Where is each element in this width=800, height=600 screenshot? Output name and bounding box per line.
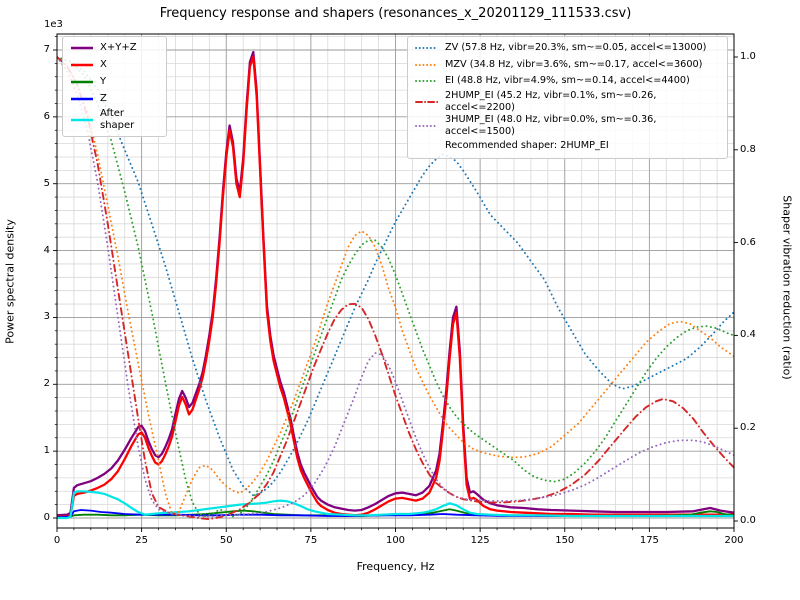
- shaper-curve-ei: [57, 56, 734, 518]
- x-tick-label: 100: [385, 535, 406, 546]
- y-tick-label-left: 0: [43, 512, 50, 523]
- shaper-curve-3hump-ei: [57, 56, 734, 518]
- x-tick-label: 25: [135, 535, 148, 546]
- legend-item-2hump-ei-label: 2HUMP_EI (45.2 Hz, vibr=0.1%, sm~=0.26, …: [445, 89, 657, 113]
- psd-curve-x-y-z: [57, 50, 734, 517]
- legend-item-ei: EI (48.8 Hz, vibr=4.9%, sm~=0.14, accel<…: [415, 73, 720, 90]
- legend-item-x: X: [70, 57, 159, 73]
- y-tick-label-left: 1: [43, 445, 50, 457]
- shaper-curve-zv: [57, 56, 734, 497]
- legend-item-recommended-shaper-label: Recommended shaper: 2HUMP_EI: [445, 139, 609, 151]
- legend-swatch-line: [415, 47, 439, 50]
- legend-swatch-line: [71, 118, 93, 122]
- legend-swatch-line: [415, 80, 439, 83]
- legend-shapers: ZV (57.8 Hz, vibr=20.3%, sm~=0.05, accel…: [407, 36, 728, 159]
- x-tick-label: 150: [555, 535, 575, 546]
- legend-swatch-line: [71, 97, 93, 101]
- legend-item-zv-label: ZV (57.8 Hz, vibr=20.3%, sm~=0.05, accel…: [445, 42, 707, 54]
- legend-item-z: Z: [70, 91, 159, 107]
- legend-item-y-label: Y: [100, 76, 107, 87]
- y-tick-label-left: 6: [43, 110, 50, 122]
- chart-title: Frequency response and shapers (resonanc…: [159, 6, 632, 21]
- legend-item-zv: ZV (57.8 Hz, vibr=20.3%, sm~=0.05, accel…: [415, 40, 720, 57]
- y-tick-label-right: 0.6: [740, 236, 756, 248]
- x-tick-label: 200: [724, 535, 744, 546]
- legend-item-z-label: Z: [100, 93, 107, 104]
- legend-item-2hump-ei: 2HUMP_EI (45.2 Hz, vibr=0.1%, sm~=0.26, …: [415, 90, 720, 114]
- psd-curve-x: [57, 55, 734, 518]
- legend-item-3hump-ei: 3HUMP_EI (48.0 Hz, vibr=0.0%, sm~=0.36, …: [415, 114, 720, 138]
- y-tick-label-right: 0.8: [740, 143, 756, 155]
- legend-item-x-label: X: [100, 59, 107, 70]
- legend-item-mzv: MZV (34.8 Hz, vibr=3.6%, sm~=0.17, accel…: [415, 57, 720, 74]
- legend-swatch-line: [415, 124, 439, 127]
- legend-psd: X+Y+Z X Y Z After shaper: [62, 36, 167, 137]
- y-tick-label-right: 0.0: [740, 515, 756, 526]
- y-tick-label-left: 4: [43, 244, 50, 256]
- x-tick-label: 50: [219, 535, 233, 546]
- y-tick-label-right: 0.4: [740, 329, 756, 341]
- legend-swatch-line: [71, 46, 93, 50]
- x-axis-label: Frequency, Hz: [356, 560, 435, 573]
- shaper-curve-mzv: [57, 56, 734, 516]
- legend-item-after-shaper-label: After shaper: [100, 108, 135, 131]
- x-tick-label: 0: [53, 535, 61, 546]
- y-tick-label-left: 3: [43, 311, 50, 323]
- legend-item-mzv-label: MZV (34.8 Hz, vibr=3.6%, sm~=0.17, accel…: [445, 58, 703, 70]
- legend-swatch-line: [415, 63, 439, 66]
- x-tick-label: 125: [470, 535, 490, 546]
- legend-item-ei-label: EI (48.8 Hz, vibr=4.9%, sm~=0.14, accel<…: [445, 75, 690, 87]
- y-tick-label-left: 5: [43, 177, 50, 189]
- x-tick-label: 75: [304, 535, 318, 546]
- y-tick-label-left: 7: [43, 44, 50, 55]
- y-axis-label-right: Shaper vibration reduction (ratio): [780, 195, 794, 380]
- legend-item-x-y-z: X+Y+Z: [70, 40, 159, 56]
- x-tick-label: 175: [639, 535, 659, 546]
- legend-item-after-shaper: After shaper: [70, 108, 159, 132]
- legend-item-x-y-z-label: X+Y+Z: [100, 42, 137, 53]
- legend-swatch-line: [71, 80, 93, 84]
- y-tick-label-right: 0.2: [740, 422, 756, 434]
- legend-item-y: Y: [70, 74, 159, 90]
- legend-swatch-line: [71, 63, 93, 67]
- y-axis-label-left: Power spectral density: [3, 219, 17, 344]
- legend-item-recommended-shaper: Recommended shaper: 2HUMP_EI: [415, 138, 720, 155]
- psd-curve-after-shaper: [57, 490, 734, 520]
- legend-item-3hump-ei-label: 3HUMP_EI (48.0 Hz, vibr=0.0%, sm~=0.36, …: [445, 113, 657, 137]
- y-tick-label-left: 2: [43, 378, 50, 390]
- y-tick-label-right: 1.0: [740, 51, 756, 62]
- legend-swatch-line: [415, 100, 439, 103]
- y-axis-offset-label: 1e3: [44, 19, 63, 30]
